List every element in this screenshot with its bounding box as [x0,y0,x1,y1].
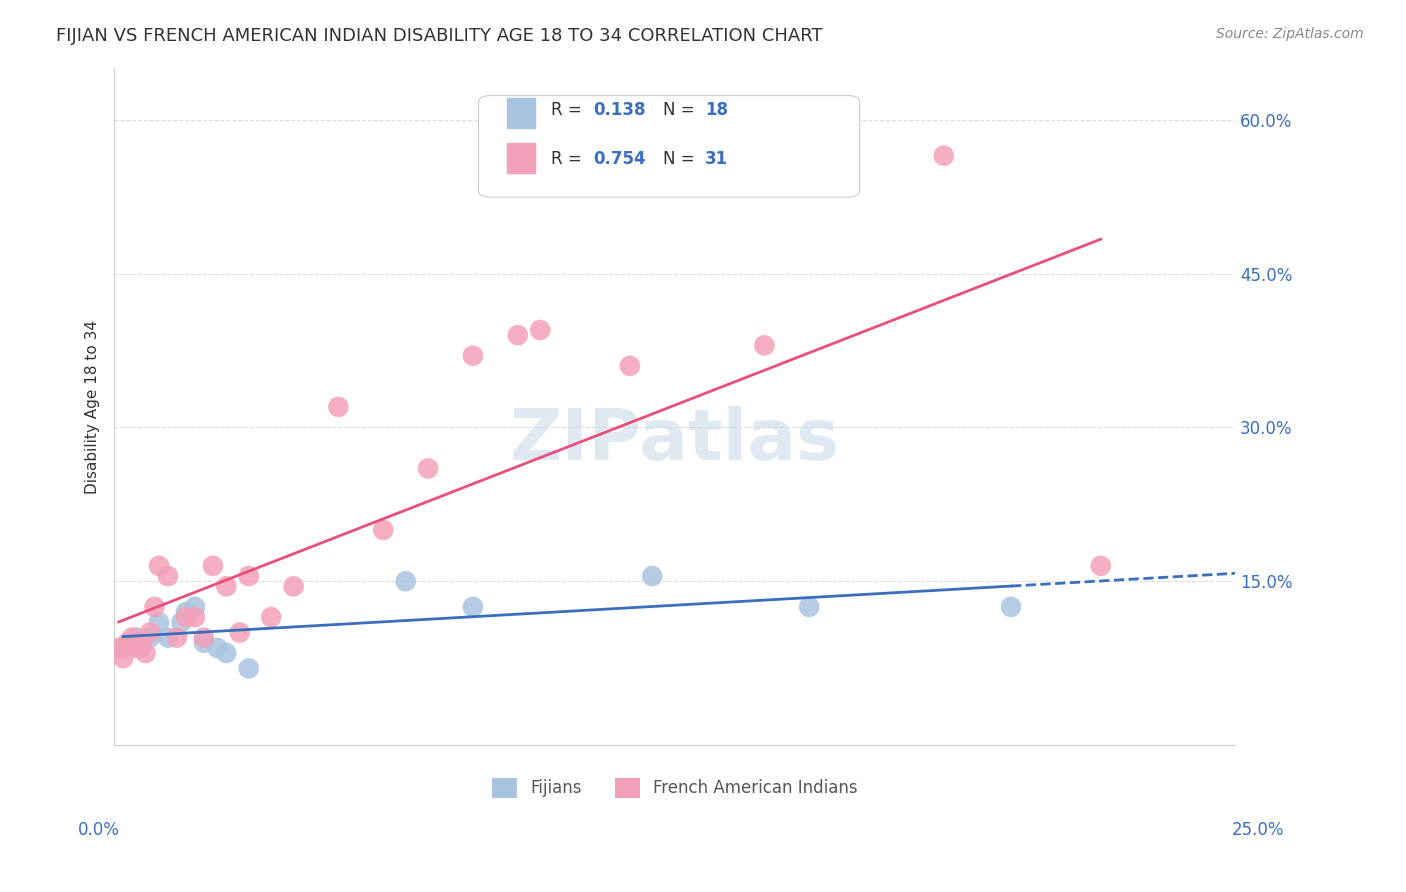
Text: R =: R = [551,150,588,168]
Point [135,646,157,660]
Point [641,569,664,583]
Point [754,338,776,352]
Point [416,461,439,475]
Point [129,636,152,650]
Point [238,569,260,583]
Point [112,640,135,655]
Text: 0.138: 0.138 [593,102,645,120]
Point [619,359,641,373]
Point [207,640,229,655]
Point [117,636,139,650]
Point [238,661,260,675]
Text: 31: 31 [704,150,728,168]
FancyBboxPatch shape [506,97,534,128]
Point [373,523,395,537]
Point [166,631,188,645]
Point [193,631,215,645]
Text: ZIPatlas: ZIPatlas [509,406,839,475]
Point [506,328,529,343]
Text: 18: 18 [704,102,728,120]
FancyBboxPatch shape [478,95,859,197]
Point [461,349,484,363]
Point [174,610,197,624]
Point [215,646,238,660]
Point [529,323,551,337]
Point [193,636,215,650]
Text: Source: ZipAtlas.com: Source: ZipAtlas.com [1216,27,1364,41]
Point [107,640,129,655]
Point [139,631,162,645]
Point [170,615,193,630]
Point [799,599,821,614]
Point [328,400,350,414]
Text: 25.0%: 25.0% [1232,821,1285,838]
Point [461,599,484,614]
Point [395,574,418,589]
Point [1090,558,1112,573]
Point [112,651,135,665]
Point [139,625,162,640]
Point [174,605,197,619]
Point [932,149,955,163]
Point [215,579,238,593]
Text: 0.0%: 0.0% [77,821,120,838]
Point [156,569,179,583]
Point [121,631,143,645]
Point [143,599,166,614]
Point [129,640,152,655]
Y-axis label: Disability Age 18 to 34: Disability Age 18 to 34 [86,320,100,494]
Point [283,579,305,593]
Text: FIJIAN VS FRENCH AMERICAN INDIAN DISABILITY AGE 18 TO 34 CORRELATION CHART: FIJIAN VS FRENCH AMERICAN INDIAN DISABIL… [56,27,823,45]
Point [148,558,170,573]
Point [184,599,207,614]
Text: R =: R = [551,102,588,120]
Point [260,610,283,624]
Point [1000,599,1022,614]
Text: N =: N = [664,102,700,120]
Point [229,625,252,640]
Point [184,610,207,624]
Point [156,631,179,645]
Text: 0.754: 0.754 [593,150,645,168]
Text: N =: N = [664,150,700,168]
Point [148,615,170,630]
Point [125,640,148,655]
Point [125,631,148,645]
Legend: Fijians, French American Indians: Fijians, French American Indians [485,771,865,805]
Point [201,558,224,573]
FancyBboxPatch shape [506,143,534,173]
